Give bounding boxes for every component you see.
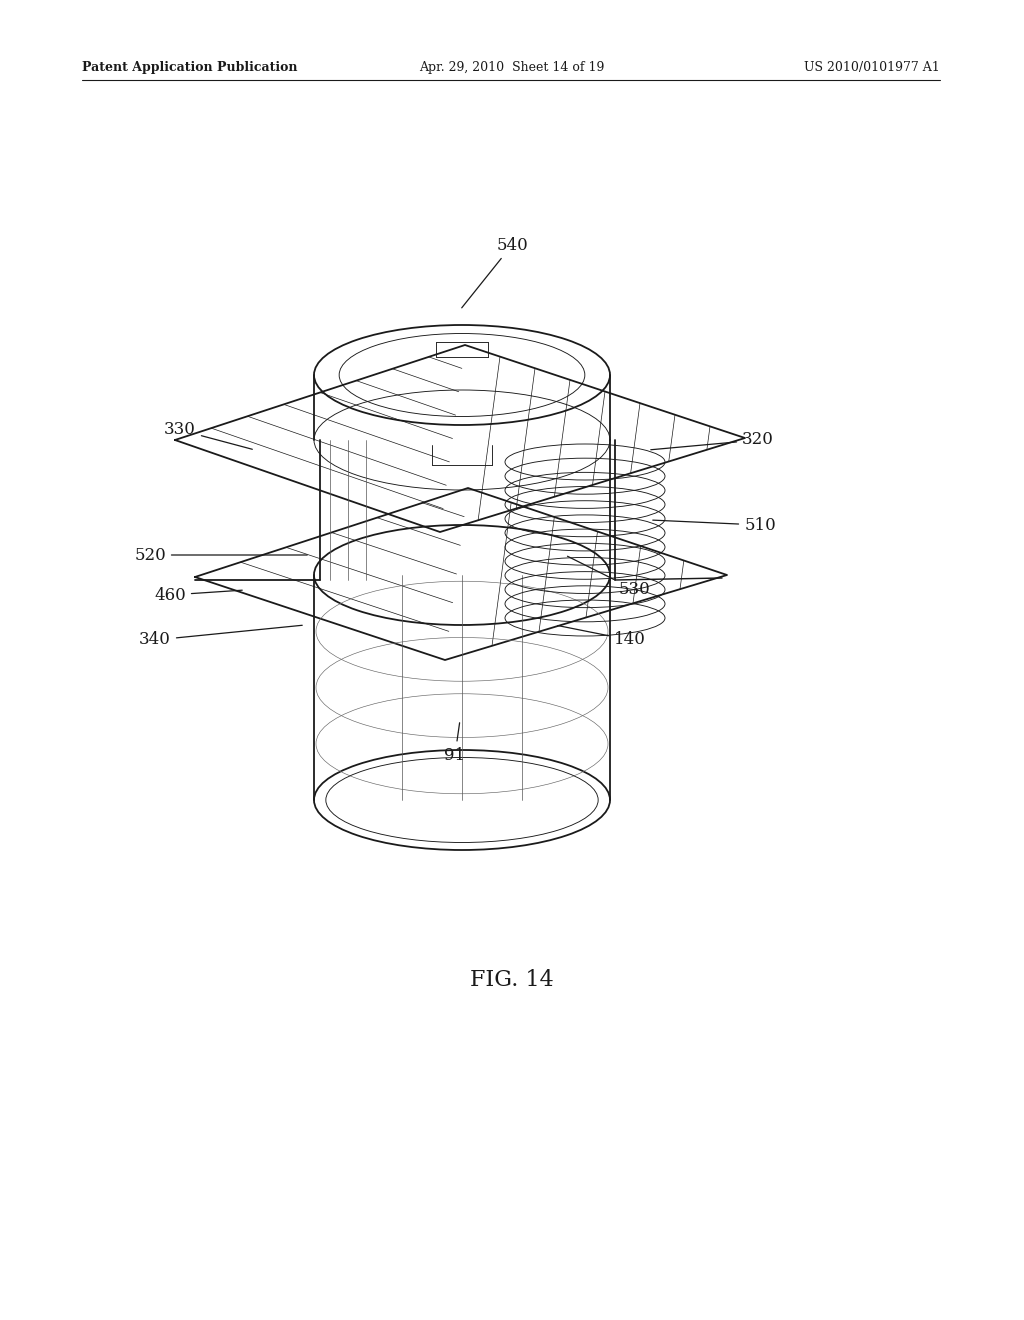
Text: 510: 510 bbox=[652, 516, 776, 533]
Text: 91: 91 bbox=[444, 723, 466, 763]
Text: US 2010/0101977 A1: US 2010/0101977 A1 bbox=[804, 62, 940, 74]
Text: 540: 540 bbox=[462, 236, 528, 308]
Text: 460: 460 bbox=[155, 586, 243, 603]
Text: Apr. 29, 2010  Sheet 14 of 19: Apr. 29, 2010 Sheet 14 of 19 bbox=[419, 62, 605, 74]
Text: 530: 530 bbox=[567, 556, 651, 598]
Text: 340: 340 bbox=[139, 626, 302, 648]
Text: 520: 520 bbox=[134, 546, 307, 564]
Text: 330: 330 bbox=[164, 421, 252, 449]
Text: Patent Application Publication: Patent Application Publication bbox=[82, 62, 298, 74]
Text: FIG. 14: FIG. 14 bbox=[470, 969, 554, 991]
Text: 320: 320 bbox=[651, 432, 774, 450]
Text: 140: 140 bbox=[558, 626, 646, 648]
